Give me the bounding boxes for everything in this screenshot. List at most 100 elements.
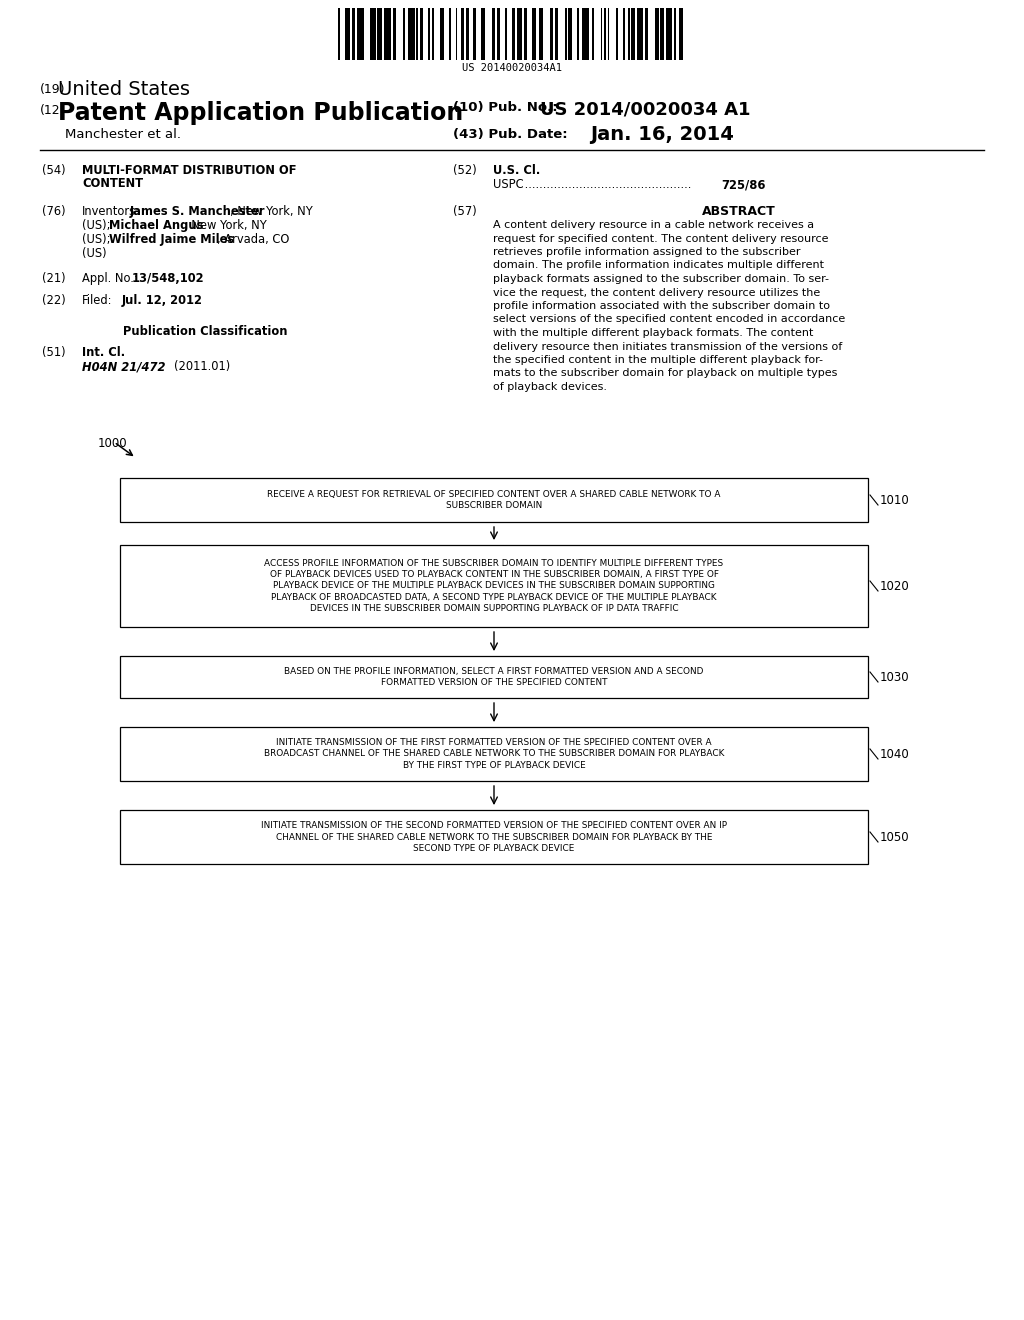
Bar xyxy=(120,656,868,698)
Text: 1000: 1000 xyxy=(98,437,128,450)
Text: (US): (US) xyxy=(82,247,106,260)
Bar xyxy=(540,8,543,59)
Bar xyxy=(674,8,676,59)
Text: United States: United States xyxy=(58,81,190,99)
Bar xyxy=(466,8,469,59)
Text: (2011.01): (2011.01) xyxy=(174,360,230,374)
Bar xyxy=(497,8,500,59)
Text: playback formats assigned to the subscriber domain. To ser-: playback formats assigned to the subscri… xyxy=(493,275,829,284)
Text: A content delivery resource in a cable network receives a: A content delivery resource in a cable n… xyxy=(493,220,814,230)
Bar xyxy=(120,478,868,521)
Bar xyxy=(440,8,443,59)
Text: 725/86: 725/86 xyxy=(721,178,766,191)
Bar xyxy=(660,8,664,59)
Text: (19): (19) xyxy=(40,83,66,96)
Text: select versions of the specified content encoded in accordance: select versions of the specified content… xyxy=(493,314,845,325)
Text: (21): (21) xyxy=(42,272,66,285)
Text: , New York, NY: , New York, NY xyxy=(184,219,266,232)
Text: (51): (51) xyxy=(42,346,66,359)
Text: Publication Classification: Publication Classification xyxy=(123,325,288,338)
Bar xyxy=(461,8,464,59)
Text: James S. Manchester: James S. Manchester xyxy=(130,205,265,218)
Text: retrieves profile information assigned to the subscriber: retrieves profile information assigned t… xyxy=(493,247,801,257)
Bar xyxy=(120,545,868,627)
Text: 1040: 1040 xyxy=(880,748,909,762)
Text: Inventors:: Inventors: xyxy=(82,205,140,218)
Text: (57): (57) xyxy=(453,205,477,218)
Bar xyxy=(577,8,579,59)
Bar xyxy=(623,8,625,59)
Bar xyxy=(120,727,868,781)
Text: , Arvada, CO: , Arvada, CO xyxy=(217,234,290,246)
Text: ABSTRACT: ABSTRACT xyxy=(701,205,775,218)
Bar xyxy=(666,8,673,59)
Bar xyxy=(449,8,451,59)
Bar xyxy=(371,8,376,59)
Bar xyxy=(351,8,355,59)
Bar xyxy=(568,8,571,59)
Text: ACCESS PROFILE INFORMATION OF THE SUBSCRIBER DOMAIN TO IDENTIFY MULTIPLE DIFFERE: ACCESS PROFILE INFORMATION OF THE SUBSCR… xyxy=(264,558,724,614)
Text: the specified content in the multiple different playback for-: the specified content in the multiple di… xyxy=(493,355,823,366)
Text: 1010: 1010 xyxy=(880,494,909,507)
Bar xyxy=(408,8,415,59)
Text: request for specified content. The content delivery resource: request for specified content. The conte… xyxy=(493,234,828,243)
Bar xyxy=(473,8,476,59)
Text: INITIATE TRANSMISSION OF THE SECOND FORMATTED VERSION OF THE SPECIFIED CONTENT O: INITIATE TRANSMISSION OF THE SECOND FORM… xyxy=(261,821,727,853)
Bar xyxy=(550,8,553,59)
Bar xyxy=(601,8,602,59)
Bar xyxy=(582,8,589,59)
Bar xyxy=(628,8,630,59)
Bar xyxy=(517,8,522,59)
Text: domain. The profile information indicates multiple different: domain. The profile information indicate… xyxy=(493,260,824,271)
Bar xyxy=(524,8,527,59)
Bar xyxy=(637,8,643,59)
Text: (US);: (US); xyxy=(82,219,114,232)
Text: (52): (52) xyxy=(453,164,477,177)
Text: US 2014/0020034 A1: US 2014/0020034 A1 xyxy=(540,102,751,119)
Bar xyxy=(616,8,617,59)
Text: (12): (12) xyxy=(40,104,66,117)
Text: MULTI-FORMAT DISTRIBUTION OF: MULTI-FORMAT DISTRIBUTION OF xyxy=(82,164,297,177)
Bar xyxy=(604,8,606,59)
Bar xyxy=(512,8,515,59)
Bar xyxy=(356,8,364,59)
Text: (76): (76) xyxy=(42,205,66,218)
Bar xyxy=(345,8,350,59)
Text: profile information associated with the subscriber domain to: profile information associated with the … xyxy=(493,301,830,312)
Bar xyxy=(392,8,396,59)
Bar xyxy=(384,8,391,59)
Bar xyxy=(645,8,648,59)
Text: Michael Angus: Michael Angus xyxy=(109,219,204,232)
Text: (10) Pub. No.:: (10) Pub. No.: xyxy=(453,102,558,114)
Text: U.S. Cl.: U.S. Cl. xyxy=(493,164,541,177)
Text: of playback devices.: of playback devices. xyxy=(493,381,607,392)
Text: Int. Cl.: Int. Cl. xyxy=(82,346,125,359)
Text: with the multiple different playback formats. The content: with the multiple different playback for… xyxy=(493,327,813,338)
Bar xyxy=(555,8,558,59)
Bar xyxy=(120,810,868,865)
Bar xyxy=(565,8,566,59)
Text: 1020: 1020 xyxy=(880,579,909,593)
Bar xyxy=(377,8,382,59)
Bar xyxy=(481,8,484,59)
Text: Appl. No.:: Appl. No.: xyxy=(82,272,141,285)
Bar xyxy=(456,8,458,59)
Bar xyxy=(607,8,609,59)
Text: BASED ON THE PROFILE INFORMATION, SELECT A FIRST FORMATTED VERSION AND A SECOND
: BASED ON THE PROFILE INFORMATION, SELECT… xyxy=(285,667,703,688)
Bar xyxy=(338,8,340,59)
Bar xyxy=(655,8,658,59)
Text: ..............................................: ........................................… xyxy=(521,178,695,191)
Bar xyxy=(417,8,418,59)
Bar xyxy=(432,8,433,59)
Text: (43) Pub. Date:: (43) Pub. Date: xyxy=(453,128,567,141)
Bar xyxy=(420,8,423,59)
Bar xyxy=(632,8,635,59)
Text: CONTENT: CONTENT xyxy=(82,177,143,190)
Text: INITIATE TRANSMISSION OF THE FIRST FORMATTED VERSION OF THE SPECIFIED CONTENT OV: INITIATE TRANSMISSION OF THE FIRST FORMA… xyxy=(264,738,724,770)
Text: Jul. 12, 2012: Jul. 12, 2012 xyxy=(122,294,203,308)
Text: H04N 21/472: H04N 21/472 xyxy=(82,360,166,374)
Text: delivery resource then initiates transmission of the versions of: delivery resource then initiates transmi… xyxy=(493,342,843,351)
Text: vice the request, the content delivery resource utilizes the: vice the request, the content delivery r… xyxy=(493,288,820,297)
Text: (22): (22) xyxy=(42,294,66,308)
Bar xyxy=(492,8,495,59)
